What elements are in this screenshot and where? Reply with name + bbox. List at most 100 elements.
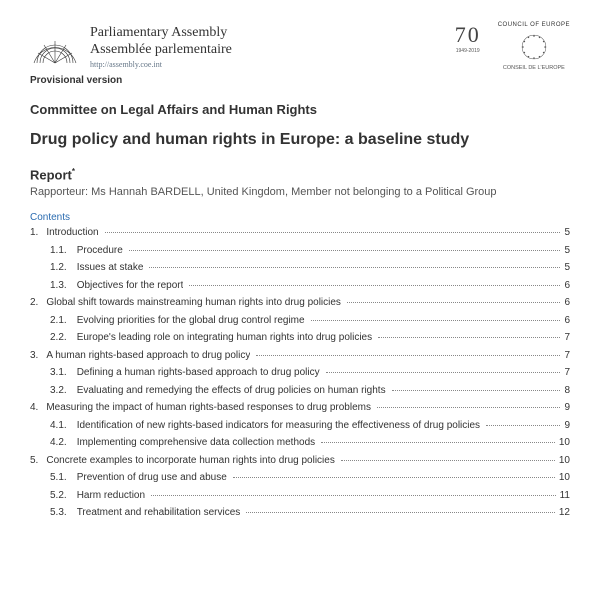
toc-dots xyxy=(246,512,555,513)
toc-number: 2.1. xyxy=(50,315,67,326)
toc-dots xyxy=(189,285,560,286)
pa-url: http://assembly.coe.int xyxy=(90,60,232,70)
toc-dots xyxy=(129,250,561,251)
toc-number: 1.3. xyxy=(50,280,67,291)
toc-row: 3. A human rights-based approach to drug … xyxy=(30,350,570,361)
seventy-anniversary-logo: 70 1949-2019 xyxy=(450,22,486,64)
toc-text: Evolving priorities for the global drug … xyxy=(77,315,305,326)
toc-text: Treatment and rehabilitation services xyxy=(77,507,241,518)
toc-number: 1.2. xyxy=(50,262,67,273)
toc-page: 7 xyxy=(564,367,570,378)
report-label: Report* xyxy=(30,167,570,182)
toc-text: Introduction xyxy=(46,227,98,238)
toc-number: 5.1. xyxy=(50,472,67,483)
coe-label: COUNCIL OF EUROPE xyxy=(498,22,570,28)
toc-number: 3.2. xyxy=(50,385,67,396)
toc-number: 2.2. xyxy=(50,332,67,343)
pa-logo-group: Parliamentary Assembly Assemblée parleme… xyxy=(30,24,232,70)
toc-row: 4.1. Identification of new rights-based i… xyxy=(30,420,570,431)
toc-text: Prevention of drug use and abuse xyxy=(77,472,227,483)
rapporteur-line: Rapporteur: Ms Hannah BARDELL, United Ki… xyxy=(30,185,570,200)
toc-page: 8 xyxy=(564,385,570,396)
toc-page: 10 xyxy=(559,472,570,483)
toc-row: 3.1. Defining a human rights-based approa… xyxy=(30,367,570,378)
toc-page: 6 xyxy=(564,280,570,291)
toc-row: 5.1. Prevention of drug use and abuse 10 xyxy=(30,472,570,483)
toc-text: Issues at stake xyxy=(77,262,144,273)
toc-dots xyxy=(233,477,555,478)
right-logos: 70 1949-2019 COUNCIL OF EUROPE CONSEIL D… xyxy=(450,22,570,71)
toc-text: Procedure xyxy=(77,245,123,256)
toc-row: 2.2. Europe's leading role on integrating… xyxy=(30,332,570,343)
toc-page: 11 xyxy=(560,490,570,501)
toc-page: 5 xyxy=(564,245,570,256)
toc-text: Implementing comprehensive data collecti… xyxy=(77,437,315,448)
toc-page: 7 xyxy=(564,332,570,343)
toc-text: Measuring the impact of human rights-bas… xyxy=(46,402,371,413)
toc-dots xyxy=(321,442,555,443)
toc-page: 10 xyxy=(559,455,570,466)
toc-dots xyxy=(151,495,556,496)
toc-text: Concrete examples to incorporate human r… xyxy=(46,455,335,466)
header-logos: Parliamentary Assembly Assemblée parleme… xyxy=(30,22,570,71)
hemicycle-icon xyxy=(30,27,78,67)
toc-row: 2.1. Evolving priorities for the global d… xyxy=(30,315,570,326)
seventy-number: 70 xyxy=(455,22,481,48)
toc-row: 5.Concrete examples to incorporate human… xyxy=(30,455,570,466)
toc-dots xyxy=(341,460,555,461)
toc-page: 5 xyxy=(564,227,570,238)
table-of-contents: 1.Introduction51.1.Procedure51.2.Issues … xyxy=(30,227,570,518)
toc-row: 1.2. Issues at stake 5 xyxy=(30,262,570,273)
toc-row: 3.2. Evaluating and remedying the effects… xyxy=(30,385,570,396)
toc-row: 4. Measuring the impact of human rights-b… xyxy=(30,402,570,413)
pa-title-block: Parliamentary Assembly Assemblée parleme… xyxy=(90,24,232,70)
toc-page: 9 xyxy=(564,402,570,413)
toc-dots xyxy=(311,320,561,321)
toc-dots xyxy=(378,337,560,338)
toc-row: 5.2. Harm reduction 11 xyxy=(30,490,570,501)
toc-text: Global shift towards mainstreaming human… xyxy=(46,297,341,308)
toc-text: Europe's leading role on integrating hum… xyxy=(77,332,372,343)
toc-row: 4.2. Implementing comprehensive data coll… xyxy=(30,437,570,448)
toc-row: 1.Introduction5 xyxy=(30,227,570,238)
toc-dots xyxy=(347,302,561,303)
toc-number: 4.1. xyxy=(50,420,67,431)
toc-page: 10 xyxy=(559,437,570,448)
toc-number: 5.2. xyxy=(50,490,67,501)
toc-page: 6 xyxy=(564,315,570,326)
toc-dots xyxy=(105,232,561,233)
toc-dots xyxy=(392,390,561,391)
committee-name: Committee on Legal Affairs and Human Rig… xyxy=(30,102,570,117)
toc-dots xyxy=(326,372,561,373)
seventy-dates: 1949-2019 xyxy=(456,48,480,54)
toc-page: 6 xyxy=(564,297,570,308)
toc-row: 5.3. Treatment and rehabilitation service… xyxy=(30,507,570,518)
toc-number: 2. xyxy=(30,297,38,308)
toc-page: 7 xyxy=(564,350,570,361)
toc-dots xyxy=(149,267,560,268)
provisional-label: Provisional version xyxy=(30,75,570,86)
footnote-star: * xyxy=(72,167,75,176)
toc-text: Objectives for the report xyxy=(77,280,184,291)
toc-text: Identification of new rights-based indic… xyxy=(77,420,480,431)
toc-row: 1.3. Objectives for the report 6 xyxy=(30,280,570,291)
toc-text: Defining a human rights-based approach t… xyxy=(77,367,320,378)
toc-number: 3. xyxy=(30,350,38,361)
toc-text: Harm reduction xyxy=(77,490,145,501)
coe-stars-icon xyxy=(517,30,551,64)
toc-dots xyxy=(256,355,560,356)
toc-text: A human rights-based approach to drug po… xyxy=(46,350,250,361)
report-title: Drug policy and human rights in Europe: … xyxy=(30,131,570,149)
toc-page: 9 xyxy=(564,420,570,431)
toc-number: 4. xyxy=(30,402,38,413)
toc-row: 2. Global shift towards mainstreaming hum… xyxy=(30,297,570,308)
coe-logo: COUNCIL OF EUROPE CONSEIL DE L'EUROPE xyxy=(498,22,570,71)
report-label-text: Report xyxy=(30,167,72,182)
toc-text: Evaluating and remedying the effects of … xyxy=(77,385,386,396)
toc-number: 5.3. xyxy=(50,507,67,518)
pa-title-fr: Assemblée parlementaire xyxy=(90,41,232,59)
toc-number: 1.1. xyxy=(50,245,67,256)
toc-number: 4.2. xyxy=(50,437,67,448)
toc-page: 5 xyxy=(564,262,570,273)
toc-number: 3.1. xyxy=(50,367,67,378)
